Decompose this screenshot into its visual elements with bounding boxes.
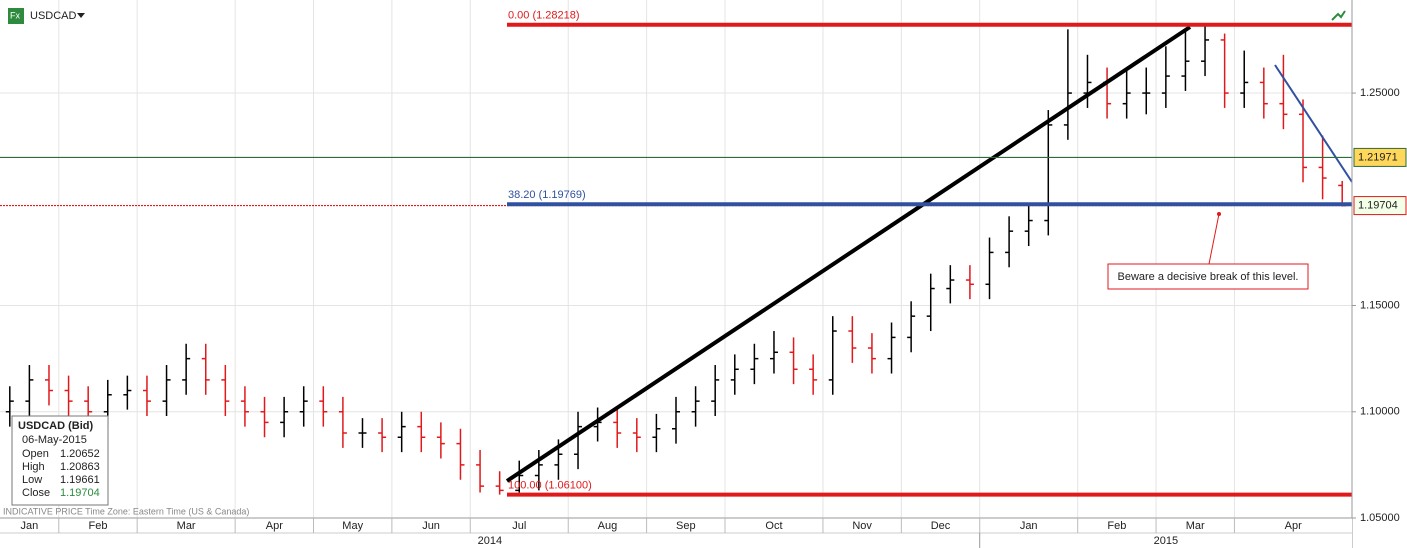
x-tick-label: Mar xyxy=(177,520,196,532)
info-key: Low xyxy=(22,474,42,486)
info-value: 1.20863 xyxy=(60,461,100,473)
year-label: 2014 xyxy=(478,535,502,547)
dropdown-arrow[interactable] xyxy=(77,13,85,18)
info-value: 1.20652 xyxy=(60,448,100,460)
fib-label: 38.20 (1.19769) xyxy=(508,189,586,201)
x-tick-label: Jan xyxy=(21,520,39,532)
x-tick-label: Apr xyxy=(266,520,283,532)
axes: 1.05000 1.10000 1.15000 1.25000 Jan Feb Mar Apr… xyxy=(21,87,1407,548)
annotation-box xyxy=(1107,263,1309,290)
x-tick-label: Oct xyxy=(765,520,782,532)
fx-icon xyxy=(8,8,24,24)
price-label: 1.19704 xyxy=(1358,199,1398,211)
trend-line xyxy=(505,25,1192,483)
x-tick-label: Jan xyxy=(1020,520,1038,532)
x-tick-label: Feb xyxy=(1107,520,1126,532)
footnote: INDICATIVE PRICE Time Zone: Eastern Time… xyxy=(3,506,249,516)
x-tick-label: May xyxy=(342,520,363,532)
trend-icon xyxy=(1331,10,1346,21)
year-label: 2015 xyxy=(1154,535,1178,547)
info-key: High xyxy=(22,461,45,473)
fx-icon-text: Fx xyxy=(10,10,20,20)
x-tick-label: Jul xyxy=(512,520,526,532)
price-label-box xyxy=(1353,196,1407,216)
x-tick-label: Apr xyxy=(1285,520,1302,532)
info-title: USDCAD (Bid) xyxy=(18,420,93,432)
x-tick-label: Nov xyxy=(852,520,872,532)
fib-label: 100.00 (1.06100) xyxy=(508,480,592,492)
fib-label: 0.00 (1.28218) xyxy=(508,10,580,22)
x-tick-label: Jun xyxy=(422,520,440,532)
overlays: Beware a decisive break of this level. 0… xyxy=(0,10,1353,497)
info-value: 1.19661 xyxy=(60,474,100,486)
x-tick-label: Mar xyxy=(1186,520,1205,532)
annotation-pointer xyxy=(1208,213,1220,265)
y-tick-label: 1.25000 xyxy=(1360,87,1400,99)
y-tick-label: 1.05000 xyxy=(1360,512,1400,524)
info-date: 06-May-2015 xyxy=(22,434,87,446)
info-value: 1.19704 xyxy=(60,487,100,499)
chart-title[interactable]: USDCAD xyxy=(30,10,77,22)
info-key: Close xyxy=(22,487,50,499)
info-key: Open xyxy=(22,448,49,460)
x-tick-label: Sep xyxy=(676,520,696,532)
x-tick-label: Aug xyxy=(598,520,618,532)
info-box-frame xyxy=(11,415,109,506)
x-tick-label: Dec xyxy=(931,520,951,532)
price-label-box xyxy=(1353,147,1407,167)
y-axis-area xyxy=(1352,0,1407,548)
y-tick-label: 1.15000 xyxy=(1360,299,1400,311)
info-box: USDCAD (Bid) 06-May-2015 Open 1.20652 High… xyxy=(11,415,109,506)
trend-line xyxy=(1274,64,1353,183)
x-tick-label: Feb xyxy=(88,520,107,532)
annotation-dot xyxy=(1217,212,1221,216)
price-label: 1.21971 xyxy=(1358,151,1398,163)
y-tick-label: 1.10000 xyxy=(1360,406,1400,418)
annotation: Beware a decisive break of this level. xyxy=(1118,271,1299,283)
